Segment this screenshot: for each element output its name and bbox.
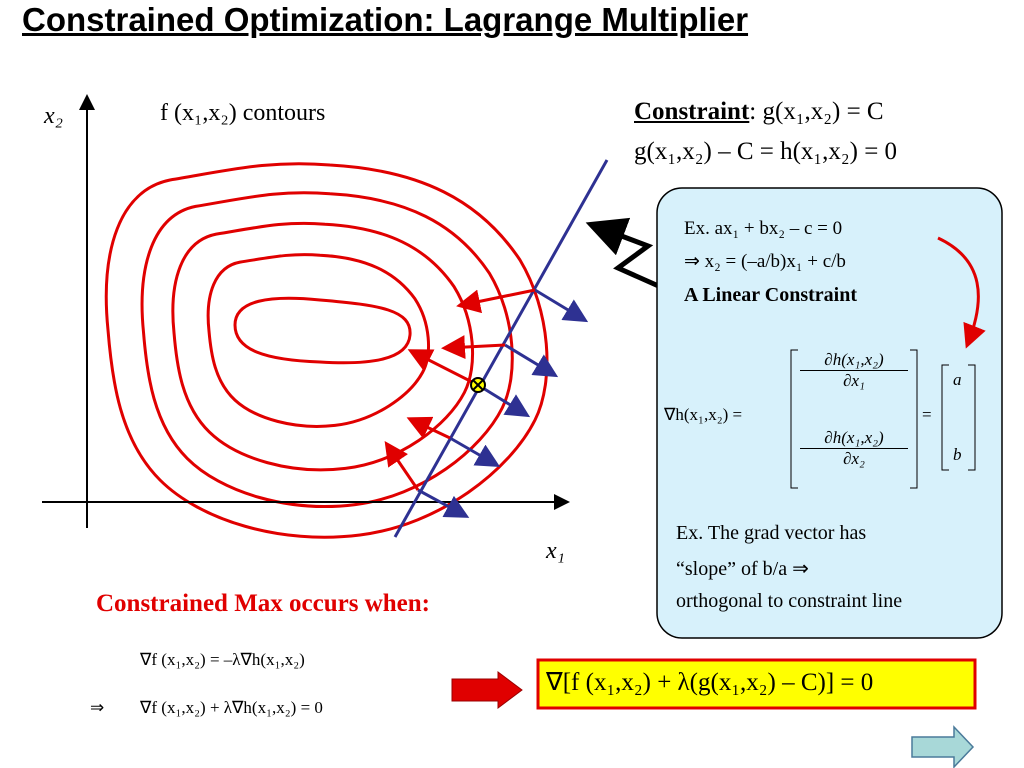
result-equation: ∇[f (x₁,x₂) + λ(g(x₁,x₂) – C)] = 0 (546, 669, 874, 696)
contour (106, 164, 547, 538)
note-line: “slope” of b/a ⇒ (676, 558, 809, 580)
grad-h-arrow (477, 383, 531, 418)
fraction-numerator: ∂h(x₁,x₂) (800, 428, 908, 449)
contours (106, 164, 547, 538)
next-button[interactable] (911, 725, 975, 768)
grad-f-arrow (441, 335, 506, 360)
contours-label: f (x₁,x₂) contours (160, 100, 326, 126)
condition-eq1: ∇f (x₁,x₂) = –λ∇h(x₁,x₂) (140, 650, 305, 669)
squiggle-arrow (585, 217, 674, 295)
contour (142, 193, 512, 507)
box-implication: ⇒ x₂ = (–a/b)x₁ + c/b (684, 251, 846, 272)
gradient-lhs: ∇h(x₁,x₂) = (664, 405, 743, 424)
vector-a: a (953, 370, 962, 389)
note-line: Ex. The grad vector has (676, 522, 867, 544)
result-box (536, 658, 977, 710)
constraint-equation: : g(x₁,x₂) = C (749, 98, 884, 125)
contour (233, 296, 412, 365)
note-line: orthogonal to constraint line (676, 590, 903, 612)
fraction-numerator: ∂h(x₁,x₂) (800, 350, 908, 371)
y-axis-label: x₂ (44, 103, 63, 129)
constraint-line (393, 159, 609, 538)
fraction-denominator: ∂x₂ (843, 449, 865, 468)
condition-eq2: ∇f (x₁,x₂) + λ∇h(x₁,x₂) = 0 (140, 698, 323, 717)
implies-symbol: ⇒ (90, 698, 105, 717)
block-arrow (451, 671, 523, 709)
info-box (656, 187, 1003, 639)
box-example: Ex. ax₁ + bx₂ – c = 0 (684, 218, 843, 239)
grad-f-arrow (384, 441, 420, 491)
grad-f-arrow (406, 416, 451, 440)
vector-b: b (953, 445, 962, 464)
tangent-point (470, 377, 486, 393)
grad-h-arrow (449, 436, 501, 468)
grad-h-arrow (504, 343, 559, 378)
curved-arrow (937, 236, 986, 349)
axes (42, 94, 570, 528)
gradient-equals: = (922, 405, 932, 424)
fraction-denominator: ∂x₁ (843, 371, 865, 390)
title: Constrained Optimization: Lagrange Multi… (22, 1, 749, 38)
condition-heading: Constrained Max occurs when: (96, 590, 431, 617)
grad-h-arrow (417, 488, 470, 518)
grad-h-arrow (534, 288, 589, 323)
contour (208, 255, 428, 427)
brackets (790, 349, 976, 489)
grad-f-arrow (407, 349, 479, 387)
grad-f-arrow (456, 288, 536, 314)
constraint-heading: Constraint (634, 98, 750, 125)
x-axis-label: x₁ (546, 538, 565, 564)
gradient-arrows (384, 288, 589, 518)
box-label: A Linear Constraint (684, 284, 857, 306)
constraint-equation2: g(x₁,x₂) – C = h(x₁,x₂) = 0 (634, 138, 898, 165)
